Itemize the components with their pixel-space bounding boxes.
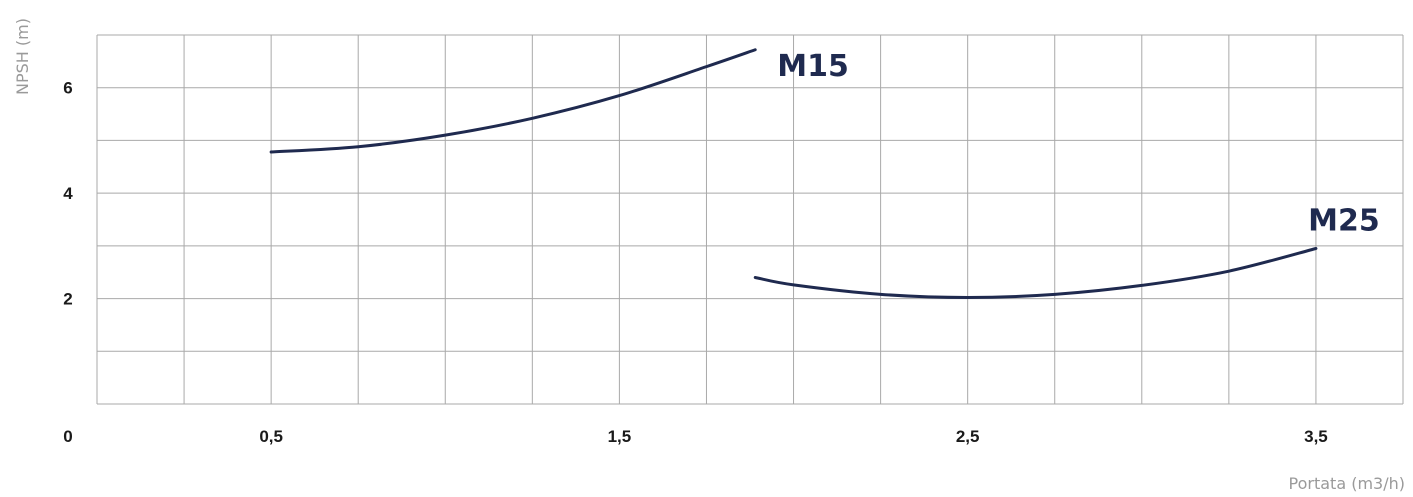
y-axis-ticks: 2 4 6 [63,79,73,309]
series-line-m25 [753,246,1318,300]
series-labels: M15 M25 [777,49,1380,239]
x-tick-label: 0 [63,427,72,446]
y-tick-label: 6 [63,79,72,98]
series-line-m15 [269,48,757,154]
series-label-m25: M25 [1308,203,1380,238]
x-tick-label: 3,5 [1304,427,1328,446]
y-axis-title: NPSH (m) [13,18,32,95]
y-tick-label: 2 [63,290,72,309]
x-tick-label: 1,5 [608,427,632,446]
x-tick-label: 2,5 [956,427,980,446]
x-tick-label: 0,5 [259,427,283,446]
x-axis-title: Portata (m3/h) [1289,474,1405,493]
y-tick-label: 4 [63,184,73,203]
grid [96,34,1404,405]
series-label-m15: M15 [777,49,849,84]
x-axis-ticks: 0 0,5 1,5 2,5 3,5 [63,427,1327,446]
series-lines [269,48,1318,300]
